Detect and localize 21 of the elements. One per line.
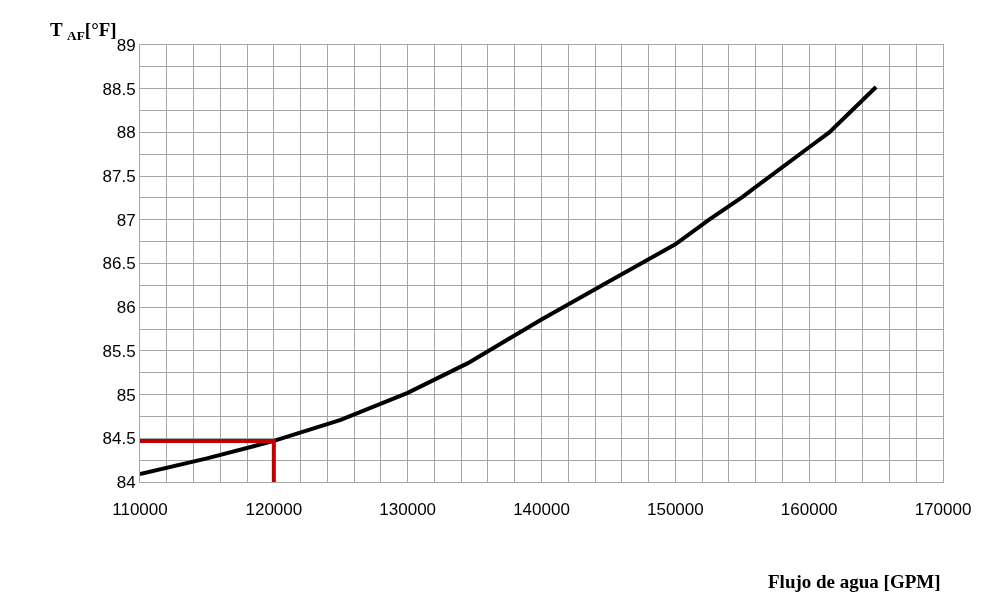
x-tick-label: 160000 [780, 500, 838, 520]
y-tick-label: 88 [116, 123, 136, 143]
y-axis-title: T $_{AF}$[°F] [50, 19, 117, 43]
y-tick-label: 86.5 [102, 254, 136, 274]
line-series [140, 84, 879, 477]
y-tick-label: 86 [116, 298, 136, 318]
x-tick-label: 120000 [245, 500, 303, 520]
x-tick-label: 110000 [112, 500, 168, 520]
x-tick-label: 170000 [914, 500, 972, 520]
x-tick-label: 140000 [513, 500, 570, 520]
y-tick-label: 89 [116, 35, 136, 55]
y-tick-label: 87.5 [102, 167, 136, 187]
y-tick-label: 87 [116, 210, 136, 230]
x-tick-label: 130000 [379, 500, 437, 520]
x-axis-title: Flujo de agua [GPM] [768, 571, 941, 592]
y-tick-label: 84 [116, 472, 136, 492]
y-tick-label: 85.5 [102, 341, 136, 361]
y-tick-label: 88.5 [102, 79, 136, 99]
x-tick-label: 150000 [646, 500, 704, 520]
y-tick-label: 84.5 [102, 429, 136, 449]
y-tick-label: 85 [116, 385, 136, 405]
